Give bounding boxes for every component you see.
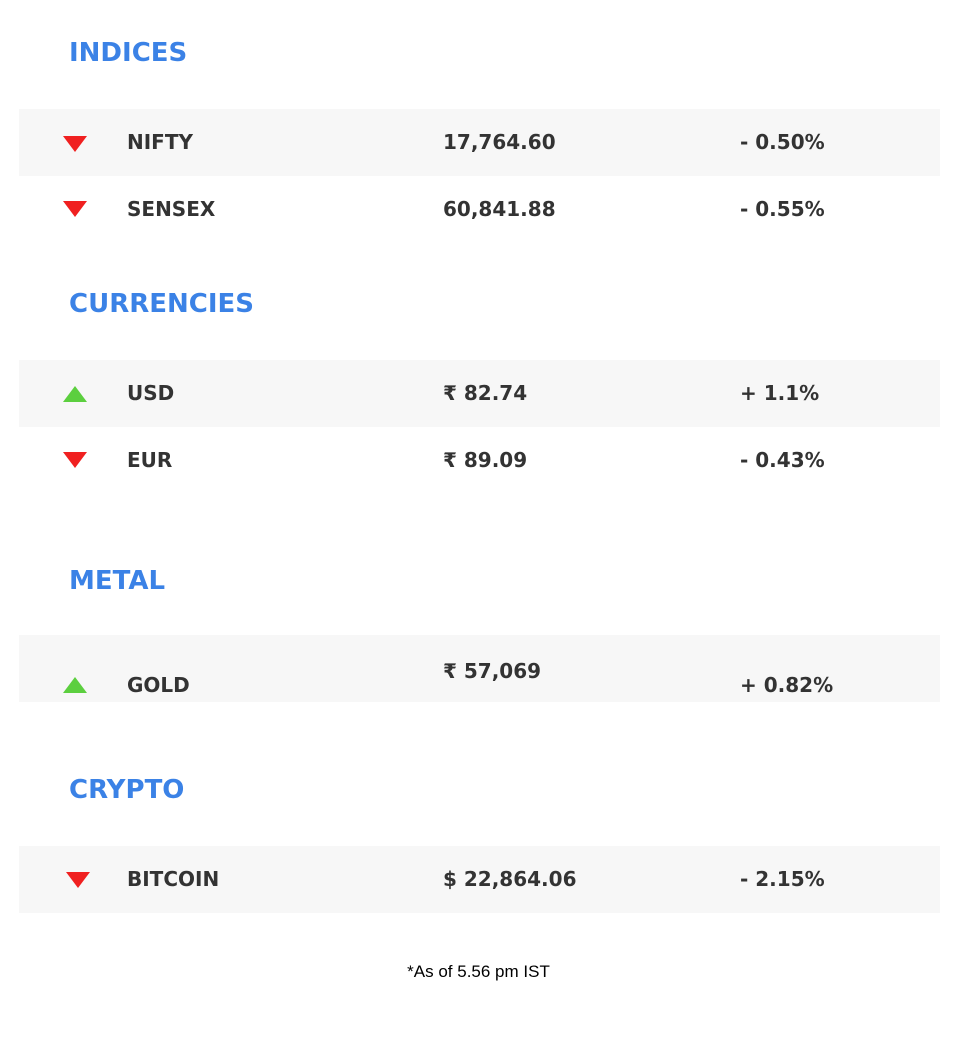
down-triangle-icon bbox=[63, 201, 87, 217]
down-triangle-icon bbox=[63, 452, 87, 468]
market-row-eur: EUR ₹ 89.09 - 0.43% bbox=[19, 427, 940, 494]
instrument-price: 60,841.88 bbox=[443, 197, 556, 221]
instrument-change: - 0.43% bbox=[740, 448, 825, 472]
market-row-sensex: SENSEX 60,841.88 - 0.55% bbox=[19, 176, 940, 243]
instrument-price: $ 22,864.06 bbox=[443, 867, 577, 891]
instrument-name: BITCOIN bbox=[127, 867, 220, 891]
instrument-name: SENSEX bbox=[127, 197, 216, 221]
instrument-price: ₹ 82.74 bbox=[443, 381, 528, 405]
down-triangle-icon bbox=[66, 872, 90, 888]
up-triangle-icon bbox=[63, 386, 87, 402]
instrument-name: EUR bbox=[127, 448, 173, 472]
section-title-crypto: CRYPTO bbox=[69, 775, 185, 805]
instrument-name: NIFTY bbox=[127, 130, 193, 154]
up-triangle-icon bbox=[63, 677, 87, 693]
market-row-bitcoin: BITCOIN $ 22,864.06 - 2.15% bbox=[19, 846, 940, 913]
market-row-usd: USD ₹ 82.74 + 1.1% bbox=[19, 360, 940, 427]
section-title-currencies: CURRENCIES bbox=[69, 289, 254, 319]
instrument-change: + 1.1% bbox=[740, 381, 820, 405]
section-title-metal: METAL bbox=[69, 566, 166, 596]
instrument-name: USD bbox=[127, 381, 175, 405]
market-row-nifty: NIFTY 17,764.60 - 0.50% bbox=[19, 109, 940, 176]
timestamp-footnote: *As of 5.56 pm IST bbox=[407, 962, 550, 981]
market-row-gold: GOLD ₹ 57,069 + 0.82% bbox=[19, 635, 940, 702]
down-triangle-icon bbox=[63, 136, 87, 152]
section-title-indices: INDICES bbox=[69, 38, 188, 68]
instrument-price: ₹ 57,069 bbox=[443, 659, 542, 683]
instrument-change: - 0.50% bbox=[740, 130, 825, 154]
instrument-change: - 0.55% bbox=[740, 197, 825, 221]
instrument-price: ₹ 89.09 bbox=[443, 448, 528, 472]
instrument-price: 17,764.60 bbox=[443, 130, 556, 154]
instrument-change: - 2.15% bbox=[740, 867, 825, 891]
instrument-change: + 0.82% bbox=[740, 673, 834, 697]
instrument-name: GOLD bbox=[127, 673, 190, 697]
